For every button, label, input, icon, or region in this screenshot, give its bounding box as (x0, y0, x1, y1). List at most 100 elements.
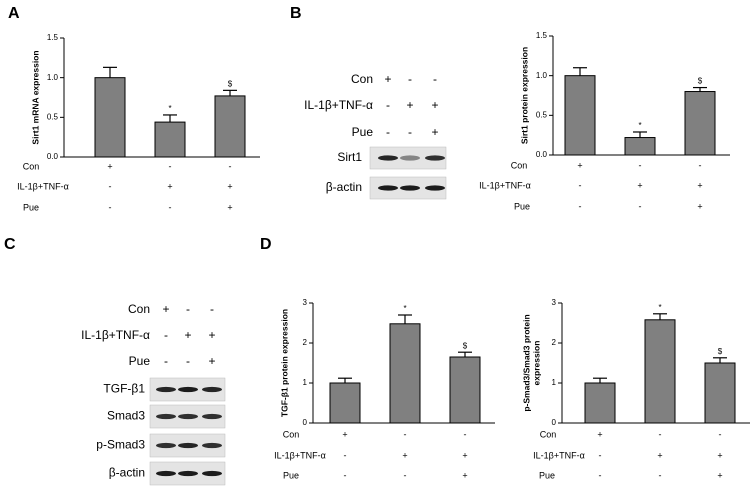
condition-sign: + (657, 450, 662, 460)
condition-sign: - (404, 470, 407, 480)
condition-sign: - (344, 450, 347, 460)
blot-condition-sign: - (186, 354, 190, 368)
blot-condition-sign: + (406, 98, 413, 112)
condition-sign: + (227, 202, 232, 212)
condition-sign: - (599, 450, 602, 460)
bar (154, 121, 186, 158)
y-tick-label: 1.5 (536, 31, 548, 40)
blot-condition-sign: - (433, 72, 437, 86)
condition-label: Pue (23, 202, 39, 212)
blot-condition-sign: + (208, 328, 215, 342)
y-tick-label: 0 (303, 418, 308, 427)
blot-band (178, 386, 198, 393)
condition-sign: - (464, 429, 467, 439)
condition-sign: - (659, 429, 662, 439)
blot-condition-label: Con (128, 302, 150, 316)
y-tick-label: 1 (552, 378, 557, 387)
condition-sign: + (697, 201, 702, 211)
blot-condition-sign: - (408, 125, 412, 139)
condition-sign: + (637, 180, 642, 190)
blot-band (156, 442, 176, 449)
blot-band (178, 470, 198, 477)
blot-condition-sign: + (208, 354, 215, 368)
blot-band-label: TGF-β1 (103, 382, 145, 396)
condition-sign: - (659, 470, 662, 480)
panel-label: B (290, 5, 302, 22)
condition-sign: - (229, 161, 232, 171)
condition-sign: - (639, 201, 642, 211)
condition-sign: - (579, 201, 582, 211)
y-axis-label: Sirt1 mRNA expression (30, 50, 40, 144)
y-axis-label: Sirt1 protein expression (519, 47, 529, 144)
condition-sign: + (717, 450, 722, 460)
blot-band (202, 386, 222, 393)
condition-sign: - (599, 470, 602, 480)
condition-sign: + (597, 429, 602, 439)
blot-condition-label: Pue (129, 354, 151, 368)
blot-band (202, 470, 222, 477)
condition-sign: - (169, 161, 172, 171)
bar (644, 319, 676, 424)
condition-sign: + (402, 450, 407, 460)
blot-band (156, 386, 176, 393)
condition-label: Con (283, 429, 300, 439)
significance-label: * (403, 304, 406, 313)
blot-condition-sign: - (164, 354, 168, 368)
panel-label: A (8, 5, 20, 22)
blot-band-label: β-actin (326, 180, 362, 194)
blot-condition-label: Pue (352, 125, 374, 139)
significance-label: * (658, 303, 661, 312)
bar (329, 382, 361, 424)
y-tick-label: 3 (552, 298, 557, 307)
blot-condition-label: IL-1β+TNF-α (81, 328, 150, 342)
blot-band-label: p-Smad3 (96, 438, 145, 452)
condition-sign: + (717, 470, 722, 480)
blot-band (400, 185, 420, 191)
y-tick-label: 1 (303, 378, 308, 387)
blot-condition-sign: - (164, 328, 168, 342)
blot-condition-sign: - (408, 72, 412, 86)
significance-label: $ (698, 77, 703, 86)
panel-label: C (4, 236, 16, 253)
blot-band (156, 470, 176, 477)
bar (94, 77, 126, 158)
bar (704, 362, 736, 424)
bar (624, 137, 656, 156)
condition-sign: - (404, 429, 407, 439)
significance-label: $ (718, 347, 723, 356)
y-tick-label: 0.0 (536, 150, 548, 159)
blot-band-label: β-actin (109, 466, 145, 480)
blot-band (156, 413, 176, 420)
condition-label: Pue (283, 470, 299, 480)
blot-condition-sign: - (210, 302, 214, 316)
condition-sign: + (342, 429, 347, 439)
panel-label: D (260, 236, 272, 253)
blot-band (425, 185, 445, 191)
blot-band-label: Sirt1 (337, 150, 362, 164)
condition-sign: + (462, 470, 467, 480)
y-tick-label: 0 (552, 418, 557, 427)
bar (584, 382, 616, 424)
blot-condition-label: Con (351, 72, 373, 86)
y-tick-label: 3 (303, 298, 308, 307)
condition-label: IL-1β+TNF-α (533, 450, 585, 460)
condition-label: IL-1β+TNF-α (479, 180, 531, 190)
y-axis-label: TGF-β1 protein expression (279, 309, 289, 417)
y-tick-label: 1.0 (536, 71, 548, 80)
condition-sign: - (699, 160, 702, 170)
blot-band-label: Smad3 (107, 409, 145, 423)
blot-band (202, 413, 222, 420)
bar (449, 356, 481, 424)
blot-strip (369, 146, 447, 170)
blot-condition-sign: + (431, 125, 438, 139)
condition-sign: - (639, 160, 642, 170)
y-tick-label: 0.5 (47, 112, 59, 121)
y-tick-label: 1.0 (47, 73, 59, 82)
bar (684, 91, 716, 156)
bar (214, 95, 246, 158)
blot-condition-sign: + (184, 328, 191, 342)
y-tick-label: 0.0 (47, 152, 59, 161)
blot-condition-sign: - (386, 125, 390, 139)
blot-condition-sign: + (384, 72, 391, 86)
